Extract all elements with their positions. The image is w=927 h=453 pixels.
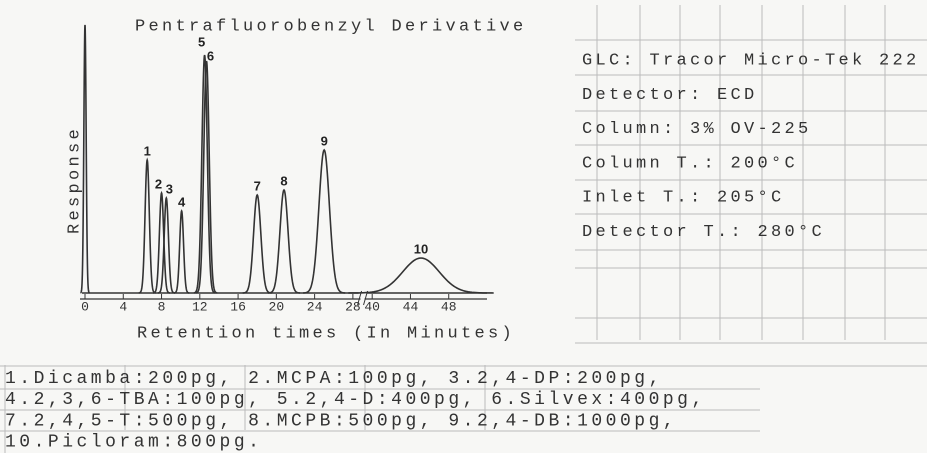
compound-line: 1.Dicamba:200pg, 2.MCPA:100pg, 3.2,4-DP:… — [5, 369, 663, 389]
instrument-line: GLC: Tracor Micro-Tek 222 — [582, 51, 920, 70]
peak — [138, 157, 156, 294]
x-tick-label: 48 — [441, 299, 457, 314]
peak — [193, 54, 216, 294]
peak — [153, 190, 171, 294]
chart-title: Pentrafluorobenzyl Derivative — [135, 17, 527, 36]
graph-paper — [0, 5, 927, 453]
peak-label: 4 — [178, 194, 186, 209]
peak-label: 2 — [155, 176, 162, 191]
instrument-line: Inlet T.: 205°C — [582, 189, 785, 208]
x-tick-label: 28 — [345, 299, 361, 314]
x-tick-label: 4 — [119, 299, 127, 314]
x-tick-label: 8 — [158, 299, 166, 314]
peak-label: 7 — [254, 178, 261, 193]
peak — [348, 257, 494, 294]
peak — [173, 209, 190, 294]
instrument-line: Detector T.: 280°C — [582, 223, 825, 242]
peak-label: 5 — [198, 34, 205, 49]
x-tick-label: 24 — [307, 299, 323, 314]
peak-label: 3 — [166, 181, 173, 196]
peak — [195, 60, 218, 294]
compound-line: 10.Picloram:800pg. — [5, 433, 262, 453]
x-tick-label: 20 — [269, 299, 285, 314]
peak-label: 9 — [321, 133, 328, 148]
peak — [80, 24, 90, 294]
x-axis-label: Retention times (In Minutes) — [137, 324, 515, 343]
x-tick-label: 16 — [230, 299, 246, 314]
peak-label: 10 — [414, 241, 428, 256]
x-tick-label: 44 — [403, 299, 419, 314]
compound-notes: 1.Dicamba:200pg, 2.MCPA:100pg, 3.2,4-DP:… — [5, 369, 706, 453]
peak — [267, 188, 301, 294]
peak-label: 6 — [207, 48, 214, 63]
x-tick-label: 0 — [81, 299, 89, 314]
instrument-panel: GLC: Tracor Micro-Tek 222 Detector: ECD Co… — [582, 51, 920, 242]
peak — [157, 196, 175, 294]
peak-label: 1 — [144, 143, 151, 158]
peak — [242, 193, 272, 294]
instrument-line: Column: 3% OV-225 — [582, 120, 812, 139]
peak — [303, 148, 346, 294]
compound-line: 7.2,4,5-T:500pg, 8.MCPB:500pg, 9.2,4-DB:… — [5, 411, 677, 431]
peak-label: 8 — [280, 173, 287, 188]
y-axis-label: Response — [65, 126, 84, 234]
instrument-line: Detector: ECD — [582, 86, 758, 105]
compound-line: 4.2,3,6-TBA:100pg, 5.2,4-D:400pg, 6.Silv… — [5, 390, 706, 410]
x-tick-label: 40 — [364, 299, 380, 314]
instrument-line: Column T.: 200°C — [582, 154, 798, 173]
x-tick-label: 12 — [192, 299, 208, 314]
